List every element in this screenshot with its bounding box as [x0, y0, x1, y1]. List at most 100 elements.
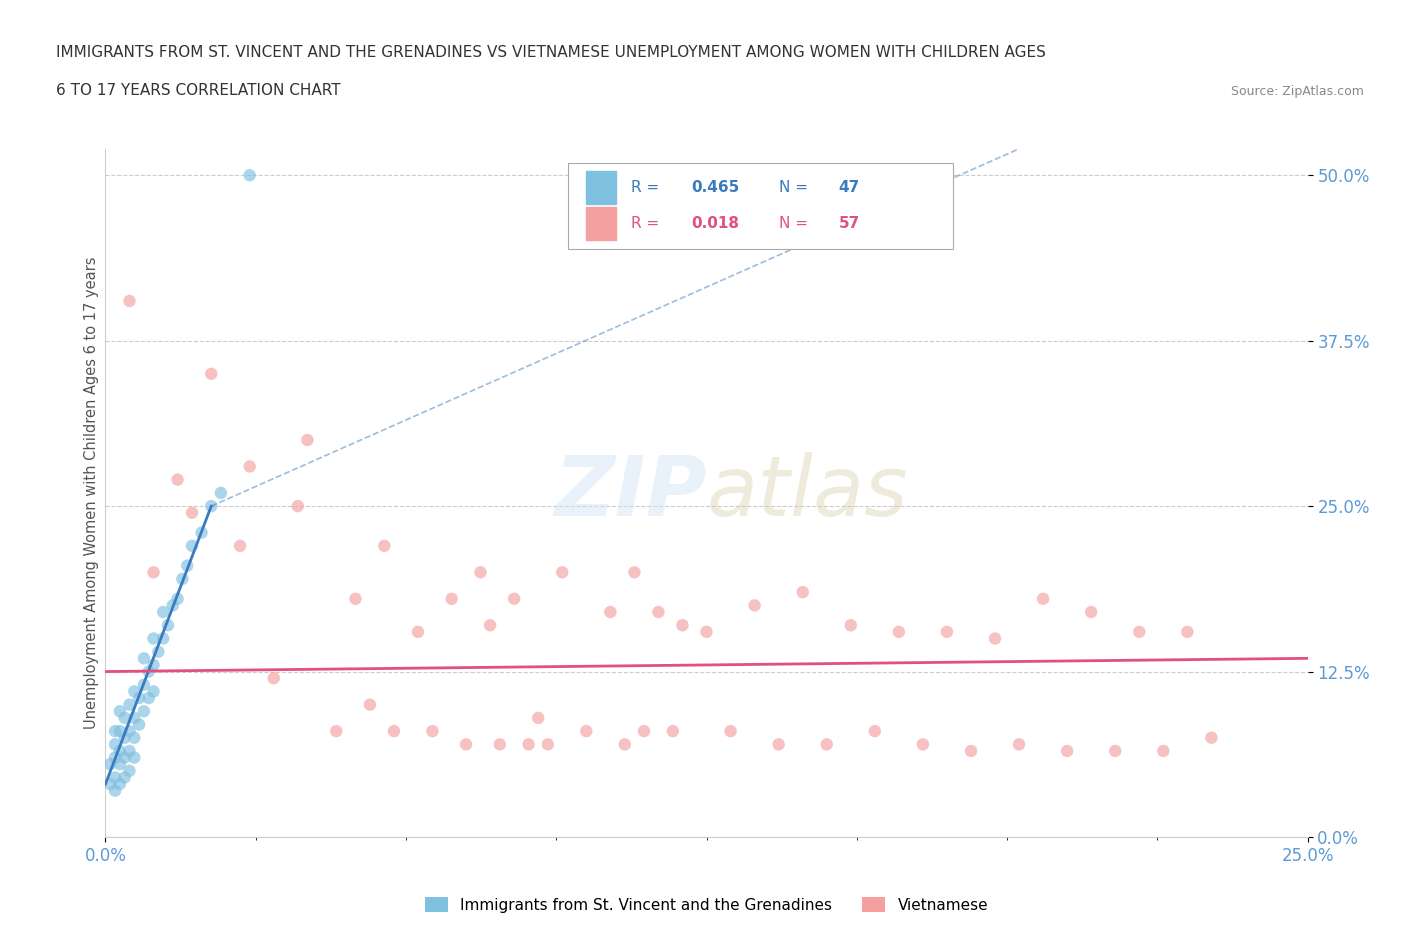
Point — [124, 751, 146, 765]
Point — [118, 764, 141, 778]
Point — [104, 770, 127, 785]
Point — [118, 294, 141, 309]
Point — [128, 717, 150, 732]
Bar — [586, 207, 616, 240]
Point — [382, 724, 405, 738]
Point — [863, 724, 886, 738]
Point — [239, 167, 262, 182]
Point — [551, 565, 574, 579]
Point — [517, 737, 540, 751]
Point — [200, 366, 222, 381]
Point — [104, 724, 127, 738]
Point — [142, 631, 165, 646]
Point — [124, 684, 146, 698]
Point — [623, 565, 645, 579]
Point — [470, 565, 492, 579]
Point — [209, 485, 232, 500]
Point — [1080, 604, 1102, 619]
Point — [633, 724, 655, 738]
Text: N =: N = — [779, 179, 813, 195]
Point — [172, 571, 194, 587]
Point — [503, 591, 526, 606]
Point — [297, 432, 319, 447]
Point — [479, 618, 502, 632]
Point — [696, 624, 718, 639]
Point — [229, 538, 252, 553]
Point — [148, 644, 170, 659]
Point — [200, 498, 222, 513]
Point — [114, 751, 136, 765]
Point — [373, 538, 395, 553]
Point — [181, 505, 204, 520]
Point — [527, 711, 550, 725]
Point — [647, 604, 669, 619]
Y-axis label: Unemployment Among Women with Children Ages 6 to 17 years: Unemployment Among Women with Children A… — [83, 257, 98, 729]
Text: ZIP: ZIP — [554, 452, 707, 534]
Point — [176, 558, 198, 573]
Point — [108, 724, 131, 738]
Point — [156, 618, 179, 632]
Point — [132, 704, 155, 719]
Point — [344, 591, 367, 606]
Point — [138, 664, 160, 679]
Point — [839, 618, 862, 632]
Point — [118, 724, 141, 738]
Point — [599, 604, 621, 619]
Point — [911, 737, 934, 751]
Text: Source: ZipAtlas.com: Source: ZipAtlas.com — [1230, 85, 1364, 98]
Text: 47: 47 — [839, 179, 860, 195]
Point — [132, 677, 155, 692]
Text: 0.465: 0.465 — [690, 179, 740, 195]
Text: 6 TO 17 YEARS CORRELATION CHART: 6 TO 17 YEARS CORRELATION CHART — [56, 83, 340, 98]
Point — [114, 711, 136, 725]
Point — [152, 631, 174, 646]
Point — [104, 737, 127, 751]
Point — [138, 691, 160, 706]
Point — [960, 744, 983, 759]
Point — [124, 711, 146, 725]
Point — [792, 585, 814, 600]
Point — [114, 770, 136, 785]
Point — [166, 591, 188, 606]
FancyBboxPatch shape — [568, 163, 953, 248]
Point — [720, 724, 742, 738]
Point — [325, 724, 347, 738]
Point — [454, 737, 477, 751]
Point — [406, 624, 429, 639]
Point — [181, 538, 204, 553]
Point — [744, 598, 766, 613]
Point — [662, 724, 685, 738]
Point — [263, 671, 285, 685]
Point — [132, 651, 155, 666]
Point — [1056, 744, 1078, 759]
Point — [239, 459, 262, 474]
Point — [613, 737, 636, 751]
Point — [1128, 624, 1150, 639]
Point — [142, 684, 165, 698]
Point — [537, 737, 560, 751]
Point — [575, 724, 598, 738]
Point — [1104, 744, 1126, 759]
Point — [104, 751, 127, 765]
Point — [1201, 730, 1223, 745]
Point — [108, 744, 131, 759]
Point — [488, 737, 510, 751]
Point — [124, 730, 146, 745]
Text: 57: 57 — [839, 217, 860, 232]
Point — [1152, 744, 1174, 759]
Bar — [586, 171, 616, 204]
Point — [815, 737, 838, 751]
Point — [108, 777, 131, 791]
Point — [1008, 737, 1031, 751]
Point — [98, 777, 121, 791]
Text: R =: R = — [631, 179, 664, 195]
Point — [936, 624, 959, 639]
Point — [142, 658, 165, 672]
Text: R =: R = — [631, 217, 664, 232]
Point — [114, 730, 136, 745]
Point — [108, 757, 131, 772]
Point — [118, 698, 141, 712]
Point — [118, 744, 141, 759]
Point — [287, 498, 309, 513]
Point — [1032, 591, 1054, 606]
